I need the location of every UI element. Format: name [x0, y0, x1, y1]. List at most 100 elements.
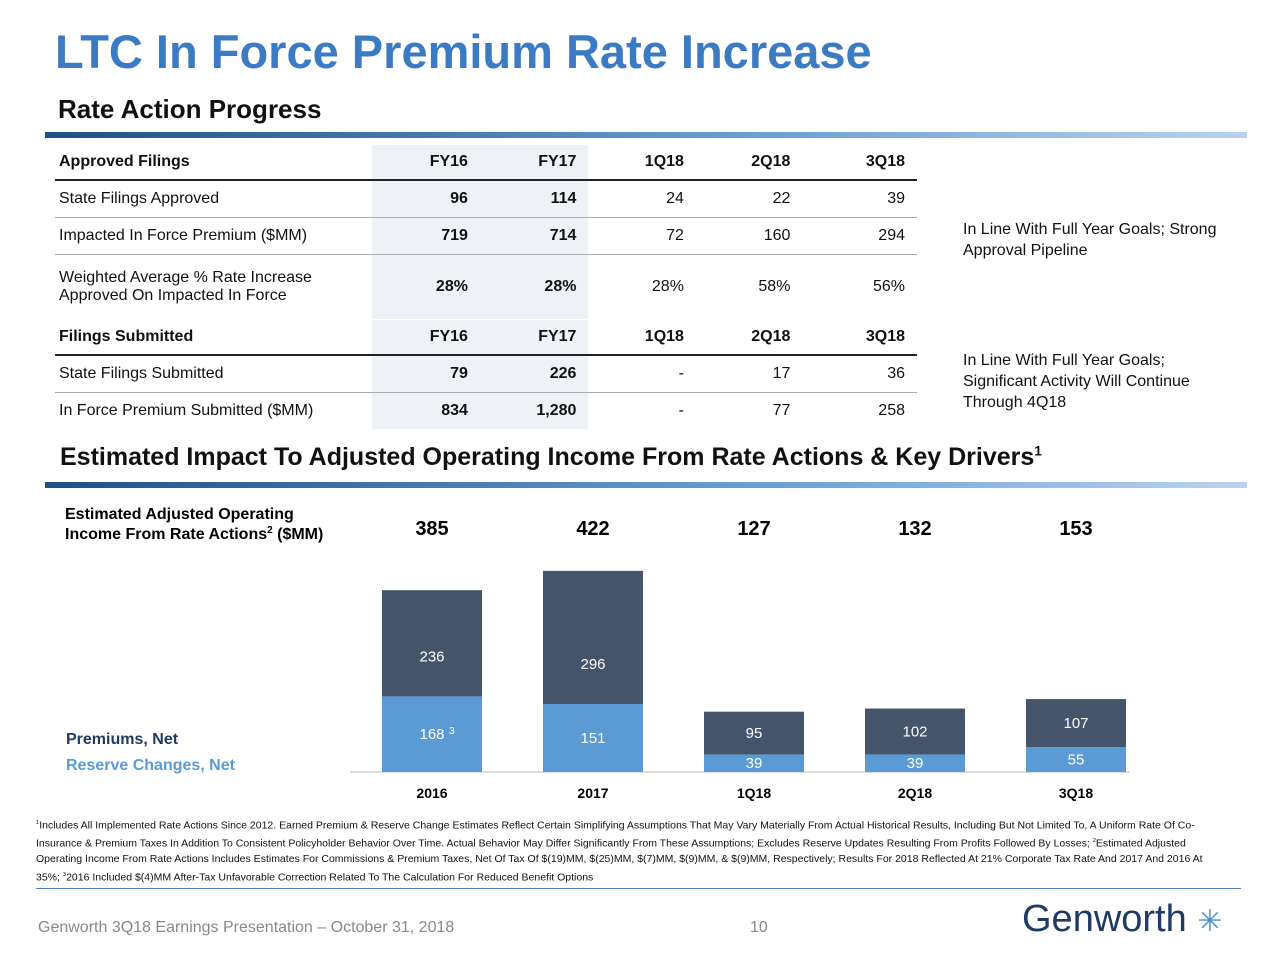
total-value: 385 — [415, 518, 448, 540]
bar-segment — [704, 754, 804, 772]
footnote-text: Estimated Adjusted Operating Income From… — [36, 837, 1203, 884]
cell: 39 — [802, 180, 917, 218]
column-header: 2Q18 — [695, 320, 803, 356]
value-label: 151 — [580, 730, 605, 747]
value-label: 296 — [580, 656, 605, 673]
total-label: Income From Rate Actions2 ($MM) — [65, 525, 323, 543]
value-label: 39 — [746, 755, 763, 772]
footnote-mark: 1 — [1034, 443, 1042, 459]
value-label: 236 — [419, 648, 444, 665]
cell: 58% — [758, 277, 791, 295]
cell: 24 — [588, 180, 696, 218]
bar-segment — [1026, 747, 1126, 772]
cell: 294 — [802, 217, 917, 255]
column-header: 1Q18 — [588, 145, 696, 181]
subtitle: Rate Action Progress — [58, 94, 322, 124]
footer-text: Genworth 3Q18 Earnings Presentation – Oc… — [38, 919, 455, 936]
cell: 96 — [372, 180, 480, 218]
cell: Weighted Average % Rate Increase Approve… — [59, 268, 312, 304]
x-tick-label: 3Q18 — [1059, 785, 1093, 801]
column-header: Approved Filings — [55, 145, 373, 181]
x-tick-label: 1Q18 — [737, 785, 771, 801]
table-row: Weighted Average % Rate Increase Approve… — [55, 254, 917, 319]
table-row: State Filings Approved 96 114 24 22 39 — [55, 180, 917, 218]
cell: 258 — [878, 402, 905, 419]
footnote-mark: 3 — [449, 726, 455, 737]
total-label: Estimated Adjusted Operating — [65, 506, 294, 523]
section-title-text: Estimated Impact To Adjusted Operating I… — [60, 443, 1035, 471]
section-title: Estimated Impact To Adjusted Operating I… — [60, 443, 1042, 472]
table-row: In Force Premium Submitted ($MM) 834 1,280… — [55, 392, 917, 429]
value-label: 102 — [902, 724, 927, 741]
cell: - — [678, 402, 684, 419]
cell: In Force Premium Submitted ($MM) — [59, 402, 314, 419]
title: LTC In Force Premium Rate Increase — [55, 25, 872, 78]
legend-label: Premiums, Net — [66, 731, 179, 748]
value-label: 95 — [746, 725, 763, 742]
logo-star: ✳ — [1197, 905, 1223, 938]
bar-segment — [543, 570, 643, 705]
column-header: Filings Submitted — [55, 320, 373, 356]
cell: 56% — [872, 277, 905, 295]
data-table: Filings Submitted FY16 FY17 1Q18 2Q18 3Q18 Sta… — [55, 320, 917, 429]
unit: ($MM) — [273, 526, 324, 543]
cell: 114 — [479, 180, 589, 218]
cell: 17 — [695, 355, 803, 393]
cell: 28% — [651, 277, 684, 295]
bar-segment — [382, 590, 482, 697]
cell: 72 — [588, 217, 696, 255]
value-label: 55 — [1068, 752, 1085, 769]
column-header: FY16 — [372, 145, 480, 181]
cell: 226 — [479, 355, 589, 393]
x-tick-label: 2017 — [577, 785, 608, 801]
total-value: 132 — [898, 518, 931, 540]
bar-segment — [543, 704, 643, 772]
logo-text: Genworth — [1022, 898, 1187, 940]
bar-segment — [1026, 699, 1126, 748]
column-header: 2Q18 — [695, 145, 803, 181]
total-value: 127 — [737, 518, 770, 540]
bar-segment — [382, 696, 482, 772]
cell: State Filings Approved — [55, 180, 373, 218]
footnote-text: Includes All Implemented Rate Actions Si… — [36, 819, 1195, 850]
logo: Genworth ✳ — [1022, 898, 1222, 941]
column-header: FY17 — [479, 145, 589, 181]
bar-segment — [865, 754, 965, 772]
bar-segment — [865, 708, 965, 755]
cell: 79 — [372, 355, 480, 393]
cell: - — [588, 355, 696, 393]
footnote-mark: 2 — [267, 525, 273, 536]
chart: Estimated Adjusted Operating Income From … — [65, 506, 1130, 801]
footnote-mark: 3 — [62, 871, 67, 878]
column-header: 3Q18 — [802, 145, 917, 181]
total-value: 422 — [576, 518, 609, 540]
value-label: 39 — [907, 755, 924, 772]
x-tick-label: 2016 — [416, 785, 447, 801]
table-row: State Filings Submitted 79 226-17 36 — [55, 355, 917, 393]
data-table: Approved Filings FY16 FY17 1Q18 2Q18 3Q18 Stat… — [55, 145, 917, 319]
cell: 28% — [479, 254, 589, 319]
divider — [45, 482, 1247, 488]
table-row: Impacted In Force Premium ($MM) 719 714 72 1… — [55, 217, 917, 255]
divider — [45, 132, 1247, 138]
note: In Line With Full Year Goals; Strong App… — [963, 221, 1217, 259]
legend-label: Reserve Changes, Net — [66, 757, 236, 774]
footnotes: 1Includes All Implemented Rate Actions S… — [36, 816, 1226, 886]
cell: 834 — [372, 392, 480, 429]
header-row: Filings Submitted FY16 FY17 1Q18 2Q18 3Q18 — [55, 320, 917, 356]
footnote-text: 2016 Included $(4)MM After-Tax Unfavorab… — [66, 871, 594, 883]
note: In Line With Full Year Goals; Significan… — [963, 352, 1190, 411]
x-tick-label: 2Q18 — [898, 785, 932, 801]
bar-segment — [704, 711, 804, 755]
cell: 36 — [802, 355, 917, 393]
footnote-mark: 1 — [36, 820, 40, 826]
cell: 160 — [695, 217, 803, 255]
column-header: FY17 — [479, 320, 589, 356]
cell: 714 — [479, 217, 589, 255]
header-row: Approved Filings FY16 FY17 1Q18 2Q18 3Q18 — [55, 145, 917, 181]
column-header: 1Q18 — [588, 320, 696, 356]
cell: 1,280 — [479, 392, 589, 429]
footnote-mark: 2 — [1092, 838, 1096, 844]
cell: 22 — [695, 180, 803, 218]
